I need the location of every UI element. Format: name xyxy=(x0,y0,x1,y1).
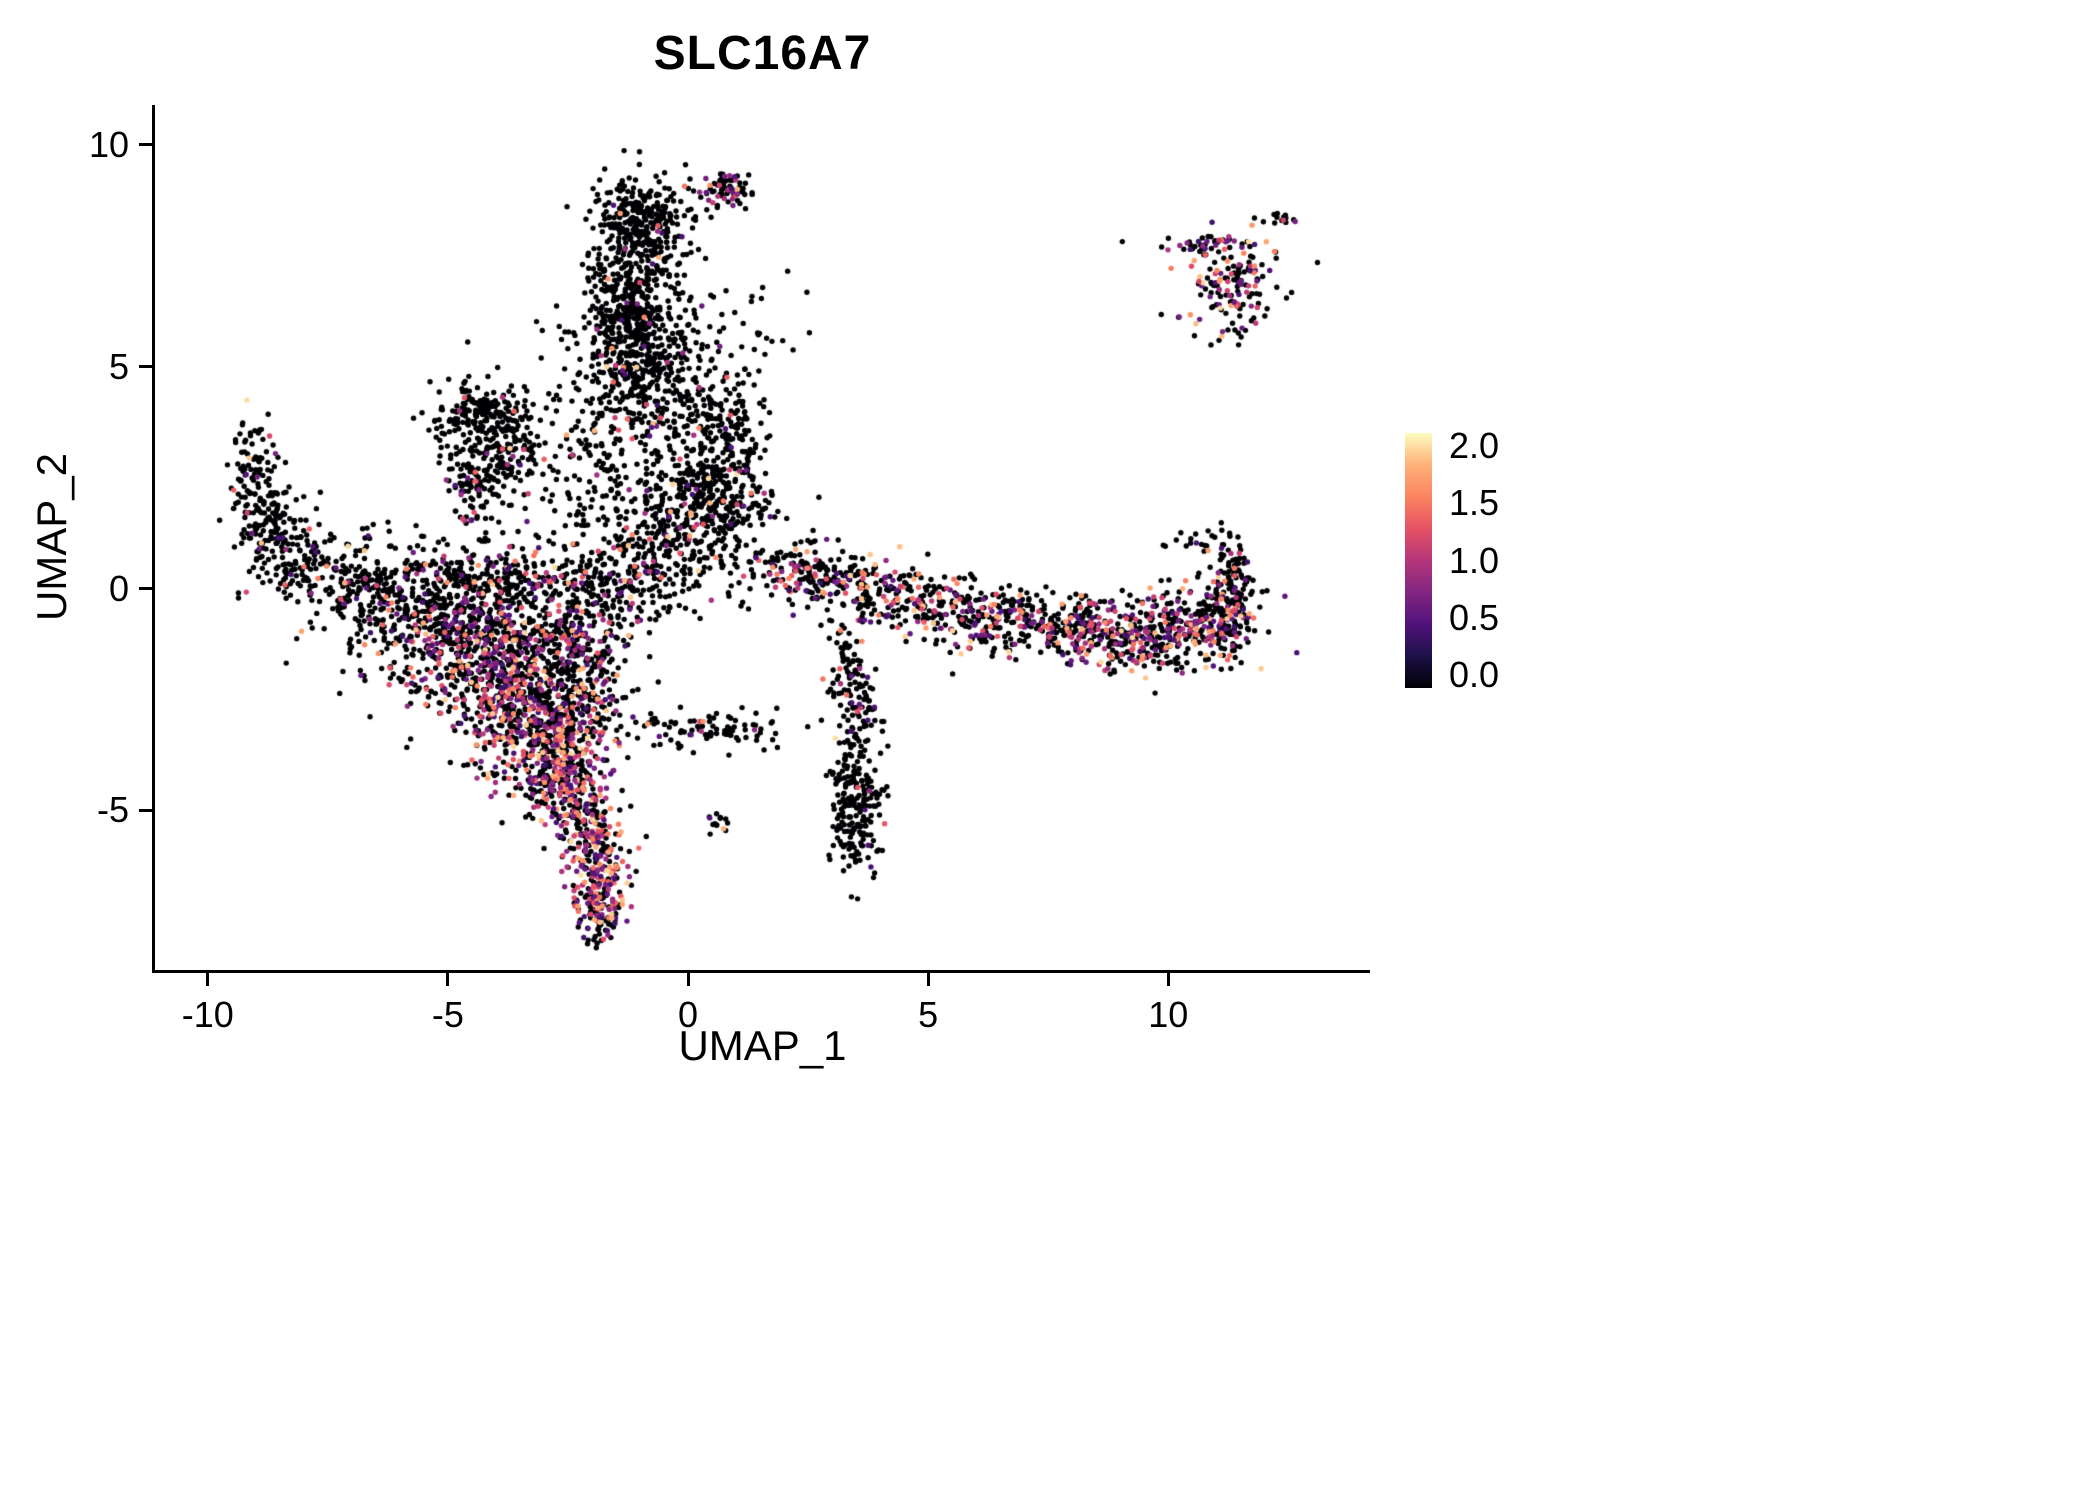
x-tick-label: 0 xyxy=(678,994,699,1035)
x-tick-mark xyxy=(446,973,450,986)
x-tick-mark xyxy=(206,973,210,986)
x-tick-mark xyxy=(926,973,930,986)
y-tick-mark xyxy=(139,587,152,590)
x-tick-label: 10 xyxy=(1148,994,1189,1035)
y-axis-label: UMAP_2 xyxy=(28,452,75,622)
x-axis-label: UMAP_1 xyxy=(678,1022,847,1069)
y-axis-line xyxy=(152,105,155,973)
y-tick-mark xyxy=(139,808,152,812)
colorbar-tick-label: 1.0 xyxy=(1449,539,1500,581)
x-tick-mark xyxy=(1166,973,1170,986)
x-tick-mark xyxy=(686,973,690,986)
x-tick-label: -5 xyxy=(431,994,464,1035)
y-tick-mark xyxy=(139,365,152,369)
colorbar-tick-label: 2.0 xyxy=(1449,425,1500,466)
x-tick-label: -10 xyxy=(181,994,234,1035)
plot-title: SLC16A7 xyxy=(653,27,872,80)
colorbar-tick-label: 0.5 xyxy=(1449,596,1500,638)
x-tick-label: 5 xyxy=(918,994,939,1035)
y-tick-mark xyxy=(139,143,152,147)
x-axis-line xyxy=(152,970,1370,973)
colorbar-tick-label: 1.5 xyxy=(1449,482,1500,524)
y-tick-label: 5 xyxy=(108,345,129,387)
colorbar-gradient xyxy=(1405,433,1432,688)
y-tick-label: 10 xyxy=(88,123,129,165)
colorbar-tick-label: 0.0 xyxy=(1449,654,1500,695)
y-tick-label: 0 xyxy=(108,567,129,609)
y-tick-label: -5 xyxy=(96,789,129,831)
